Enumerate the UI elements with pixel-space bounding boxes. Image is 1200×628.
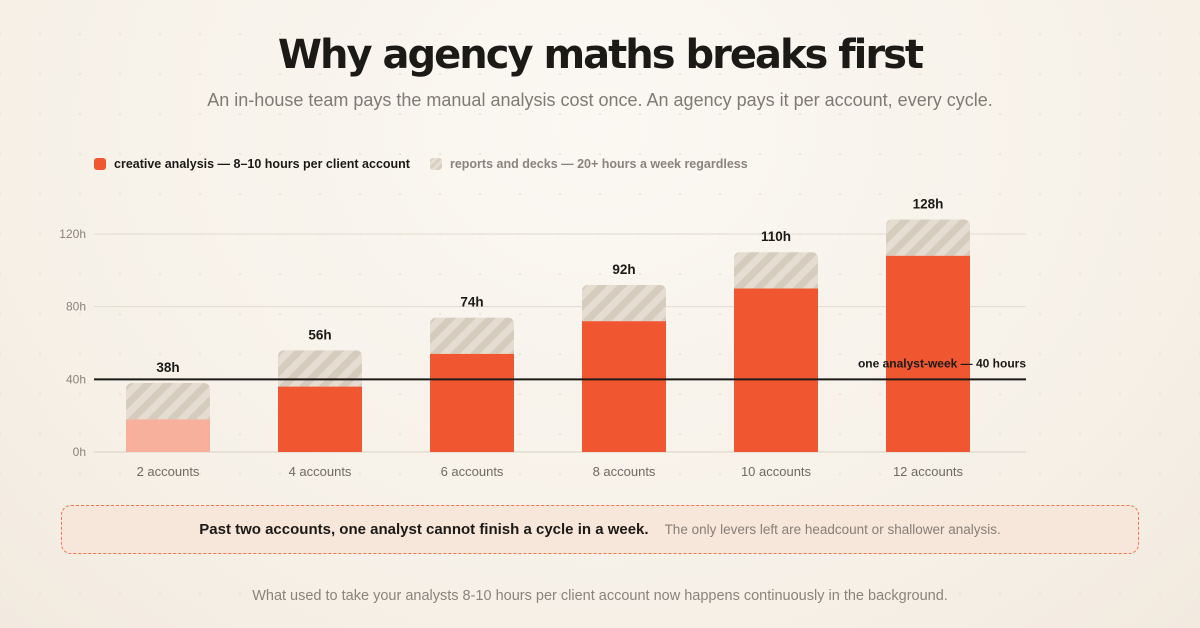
- callout-headline: Past two accounts, one analyst cannot fi…: [199, 521, 649, 538]
- bar-segment-analysis: [430, 353, 514, 452]
- bar-group: [582, 284, 666, 452]
- bar-segment-reports: [886, 219, 970, 256]
- bar-segment-analysis: [278, 386, 362, 452]
- bar-total-label: 128h: [913, 196, 944, 211]
- stacked-bar-chart: one analyst-week — 40 hours 0h 40h 80h 120h…: [59, 196, 1026, 479]
- bar-group: [430, 317, 514, 452]
- legend-swatch-reports: [429, 158, 442, 170]
- page-title: Why agency maths breaks first: [277, 32, 924, 78]
- x-category-label: 8 accounts: [593, 464, 656, 479]
- bar-group: [734, 252, 818, 452]
- legend-item-reports: reports and decks — 20+ hours a week reg…: [429, 157, 748, 171]
- bar-segment-reports: [734, 252, 818, 289]
- bar-segment-reports: [126, 382, 210, 420]
- bar-group: [886, 219, 970, 452]
- x-category-label: 10 accounts: [741, 464, 812, 479]
- bar-segment-reports: [278, 350, 362, 387]
- y-tick-label: 120h: [59, 227, 86, 241]
- page-subtitle: An in-house team pays the manual analysi…: [207, 90, 993, 110]
- bar-segment-analysis: [886, 255, 970, 452]
- footer-note: What used to take your analysts 8-10 hou…: [252, 588, 948, 604]
- threshold-label: one analyst-week — 40 hours: [858, 356, 1026, 370]
- y-tick-label: 0h: [73, 445, 86, 459]
- legend-swatch-analysis: [94, 158, 106, 170]
- bar-total-label: 74h: [460, 295, 483, 310]
- x-category-label: 6 accounts: [441, 464, 504, 479]
- bar-segment-analysis: [126, 419, 210, 452]
- bar-segment-analysis: [582, 321, 666, 452]
- y-tick-label: 40h: [66, 372, 86, 386]
- x-category-label: 12 accounts: [893, 464, 964, 479]
- x-category-label: 4 accounts: [289, 464, 352, 479]
- bar-segment-reports: [430, 317, 514, 354]
- bar-group: [278, 350, 362, 452]
- insight-callout: Past two accounts, one analyst cannot fi…: [61, 505, 1139, 554]
- bar-total-label: 92h: [612, 262, 635, 277]
- y-tick-label: 80h: [66, 300, 86, 314]
- bar-total-label: 110h: [761, 229, 791, 244]
- legend-label-reports: reports and decks — 20+ hours a week reg…: [449, 157, 748, 171]
- bar-segment-reports: [582, 284, 666, 322]
- legend-label-analysis: creative analysis — 8–10 hours per clien…: [114, 157, 410, 171]
- x-category-label: 2 accounts: [137, 464, 200, 479]
- bar-total-label: 56h: [308, 327, 331, 342]
- bar-group: [126, 382, 210, 452]
- bar-total-label: 38h: [156, 360, 179, 375]
- callout-detail: The only levers left are headcount or sh…: [664, 522, 1001, 537]
- chart-legend: creative analysis — 8–10 hours per clien…: [94, 157, 768, 171]
- bar-segment-analysis: [734, 288, 818, 452]
- legend-item-analysis: creative analysis — 8–10 hours per clien…: [94, 157, 410, 171]
